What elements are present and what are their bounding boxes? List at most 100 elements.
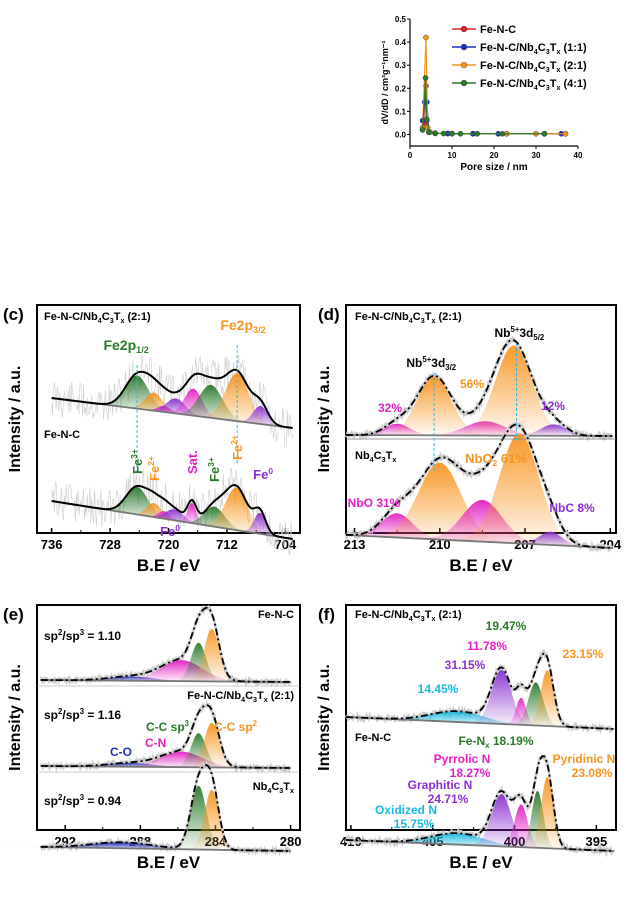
inset-y-tick-label: 0.5 [395,15,407,24]
percent-label-nbc: NbC 8% [549,501,595,515]
psd-line [422,101,562,135]
subscript: x [264,696,268,704]
percent-label-fenx: Fe-Nx​ 18.19% [458,734,533,750]
psd-point [432,130,439,137]
percent-label-nbo2: NbO2​ 61% [465,451,527,468]
legend-marker [460,43,468,51]
text-span: Fe-N-C/Nb [355,311,409,323]
superscript: 0 [175,523,180,533]
legend-label: Fe-N-C/Nb4​C3​Tx​ (4:1) [480,78,587,92]
text-span: T [114,311,121,323]
text-span: Pore size / nm [460,162,527,173]
fit-component [90,375,183,415]
text-span: Fe-N-C [355,732,391,744]
text-span: 395 [586,834,608,849]
subscript: x [290,787,294,795]
text-span: C [538,60,546,72]
legend-label: Fe-N-C/Nb4​C3​Tx​ (1:1) [480,42,587,56]
superscript: 2+ [229,435,239,445]
spectrum-label: Fe-N-C [44,429,80,441]
text-span: 0.4 [395,38,407,47]
text-span: Fe-N-C [44,429,80,441]
text-span: Nb [355,450,370,462]
text-span: = 1.10 [84,629,121,643]
text-span: B.E / eV [449,556,513,575]
subscript: x [431,615,435,623]
text-span: Fe-N-C/Nb [355,609,409,621]
spectrum-label: Fe-N-C/Nb4​C3​Tx​ (2:1) [355,609,462,623]
fit-component [158,388,229,420]
percent-label: 14.45% [418,682,459,696]
subscript: 3 [546,66,550,74]
text-span: T [386,450,393,462]
text-span: C [374,450,382,462]
text-span: 280 [280,834,302,849]
text-span: sp [44,794,58,808]
fit-component [231,406,290,428]
peak-label-rotated: Fe3+​ [129,449,145,474]
fit-component [462,794,541,848]
percent-label: 11.78% [467,639,507,653]
text-span: B.E / eV [449,853,513,872]
fit-envelope [51,368,293,429]
panel-c-xlabel: B.E / eV [137,556,201,575]
text-span: 18.19% [489,734,533,748]
panel-d-label: (d) [318,305,340,324]
text-span: T [550,42,557,54]
text-span: Intensity / a.u. [316,366,333,473]
text-span: (2:1) [560,60,587,72]
text-span: 213 [344,537,366,552]
fit-envelope [40,704,290,769]
subscript: x [431,317,435,325]
superscript: 2 [58,793,63,802]
text-span: Fe-N [458,734,485,748]
spectrum-label: Nb4​C3​Tx​ [253,781,294,795]
text-span: = 0.94 [84,794,121,808]
superscript: 5+ [510,325,519,334]
subscript: 4 [370,456,374,464]
text-span: Fe-N-C/Nb [480,60,534,72]
text-span: 0.3 [395,61,407,70]
text-span: T [257,690,264,702]
text-span: 0.0 [395,130,407,139]
panel-f-xlabel: B.E / eV [449,853,513,872]
fit-component [402,499,560,546]
subscript: x [556,66,560,74]
fit-component [183,789,240,851]
text-span: (2:1) [435,609,462,621]
text-span: C [538,78,546,90]
subscript: 2 [493,458,498,468]
text-span: 0.1 [395,107,407,116]
text-span: NbO [465,451,492,466]
x-tick-label: 720 [158,537,180,552]
peak-label-fe2p12: Fe2p1/2​ [103,337,148,355]
psd-point [499,130,506,137]
fit-component [439,345,586,436]
fit-component [174,503,209,526]
text-span: 210 [429,537,451,552]
text-span: (f) [318,605,335,624]
subscript: 3 [421,317,425,325]
sp2-sp3-ratio: sp2​/sp3​ = 1.16 [44,707,121,722]
subscript: 3 [279,787,283,795]
inset-x-tick-label: 20 [490,151,499,160]
text-span: 0.5 [395,15,407,24]
subscript: 3/2 [445,363,457,372]
text-span: T [425,609,432,621]
text-span: C-C sp [214,720,253,734]
fit-envelope [40,606,290,683]
text-span: 10 [448,151,457,160]
text-span: Fe2p [220,317,253,333]
subscript: 4 [534,66,538,74]
text-span: 0 [408,151,413,160]
subscript: x [556,48,560,56]
x-tick-label: 736 [41,537,63,552]
percent-label: 19.47% [486,619,527,633]
fit-component [190,373,283,427]
text-span: Intensity / a.u. [7,664,24,771]
text-span: T [550,60,557,72]
x-tick-label: 395 [586,834,608,849]
fit-component [346,423,447,436]
text-span: Oxidized N [375,803,437,817]
sp2-sp3-ratio: sp2​/sp3​ = 1.10 [44,628,121,643]
